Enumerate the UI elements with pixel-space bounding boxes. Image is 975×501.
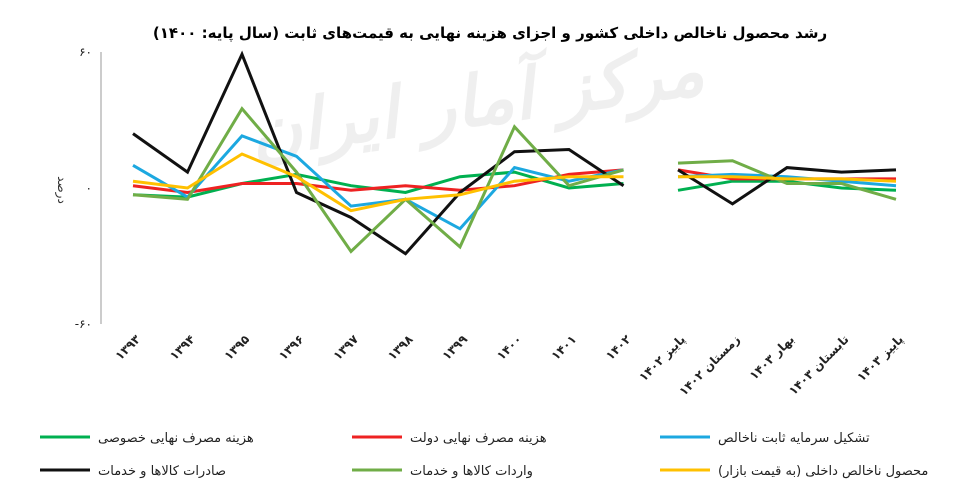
x-tick-label: ۱۳۹۳ — [113, 332, 144, 363]
y-tick-bottom: -۶۰ — [75, 317, 92, 331]
x-tick-label: ۱۳۹۴ — [167, 332, 198, 363]
series-line-2-segment-0 — [132, 134, 624, 231]
x-tick-label: ۱۳۹۸ — [385, 332, 416, 363]
x-tick-label: پاییز ۱۴۰۲ — [636, 332, 688, 384]
series-line-4-segment-0 — [132, 106, 624, 254]
x-tick-label: ۱۳۹۷ — [331, 332, 362, 363]
y-tick-top: ۶۰ — [79, 45, 92, 59]
legend-label-exports: صادرات کالاها و خدمات — [98, 464, 226, 479]
series-line-5-segment-1 — [678, 175, 897, 183]
chart-title: رشد محصول ناخالص داخلی کشور و اجزای هزین… — [153, 24, 827, 43]
x-tick-label: ۱۴۰۲ — [603, 332, 634, 363]
legend-label-imports: واردات کالاها و خدمات — [410, 464, 533, 479]
legend-label-government-consumption: هزینه مصرف نهایی دولت — [410, 431, 547, 446]
watermark: مرکز آمار ایران — [244, 25, 709, 176]
x-tick-label: ۱۳۹۹ — [440, 332, 471, 363]
x-tick-label: بهار ۱۴۰۳ — [747, 332, 797, 382]
x-tick-label: پاییز ۱۴۰۳ — [854, 332, 906, 384]
legend-label-gdp: محصول ناخالص داخلی (به قیمت بازار) — [718, 464, 928, 479]
x-tick-label: ۱۴۰۱ — [549, 332, 580, 363]
series-line-2-segment-1 — [677, 172, 897, 188]
legend-label-private-consumption: هزینه مصرف نهایی خصوصی — [98, 431, 254, 446]
series-layer — [132, 50, 897, 256]
series-line-5-segment-0 — [132, 152, 624, 213]
x-tick-label: ۱۳۹۵ — [222, 332, 253, 363]
y-tick-zero: ۰ — [86, 181, 92, 195]
series-line-4-segment-1 — [677, 159, 897, 201]
legend-label-fixed-capital: تشکیل سرمایه ثابت ناخالص — [718, 431, 870, 446]
x-tick-labels: ۱۳۹۳ ۱۳۹۴ ۱۳۹۵ ۱۳۹۶ ۱۳۹۷ ۱۳۹۸ ۱۳۹۹ ۱۴۰۰ ۱۴۰۱ ۱۴۰۲… — [113, 332, 907, 399]
x-tick-label: ۱۳۹۶ — [276, 332, 307, 363]
series-line-3-segment-0 — [132, 50, 625, 256]
x-tick-label: ۱۴۰۰ — [494, 332, 525, 363]
y-axis-label: درصد — [54, 176, 69, 204]
series-line-3-segment-1 — [677, 166, 897, 206]
legend: هزینه مصرف نهایی خصوصی هزینه مصرف نهایی … — [40, 431, 928, 479]
